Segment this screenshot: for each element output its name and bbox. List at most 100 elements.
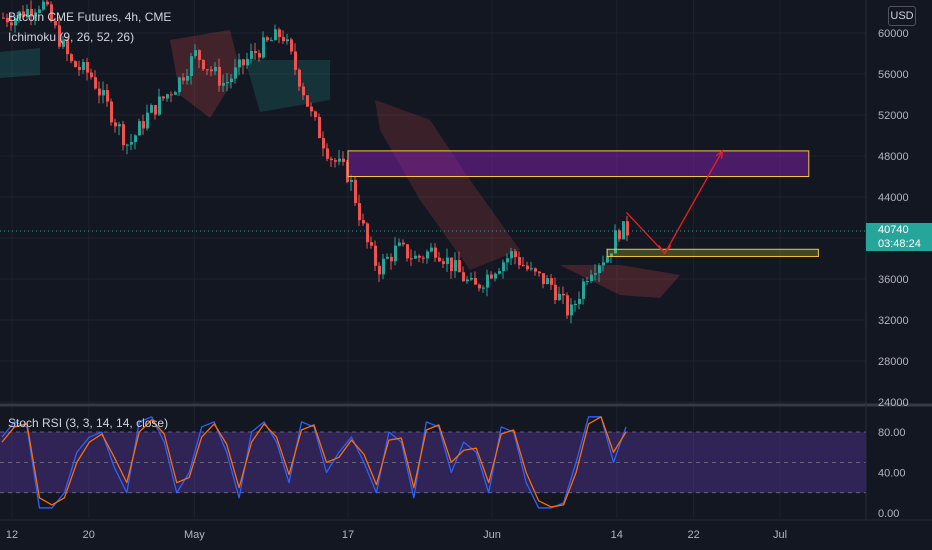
candle-body <box>142 121 145 129</box>
candle-body <box>542 273 545 285</box>
candle-body <box>394 245 397 262</box>
support-zone[interactable] <box>606 248 819 257</box>
candle-body <box>538 271 541 274</box>
candle-body <box>58 25 61 47</box>
candle-body <box>342 158 345 162</box>
candle-body <box>190 56 193 77</box>
price-tick-label: 52000 <box>878 110 909 122</box>
candle-body <box>306 95 309 107</box>
candle-body <box>498 271 501 274</box>
candle-body <box>458 260 461 273</box>
candle-body <box>410 258 413 260</box>
candle-body <box>546 278 549 285</box>
candle-body <box>606 256 609 263</box>
candle-body <box>398 242 401 246</box>
price-axis[interactable]: 2400028000320003600040000440004800052000… <box>865 0 909 520</box>
candle-body <box>250 51 253 59</box>
time-tick-label: 17 <box>342 529 354 541</box>
candle-body <box>202 59 205 70</box>
candle-body <box>170 94 173 96</box>
price-tick-label: 56000 <box>878 69 909 81</box>
candle-body <box>446 257 449 264</box>
candle-body <box>162 96 165 99</box>
candle-body <box>434 247 437 258</box>
currency-button[interactable]: USD <box>888 6 916 26</box>
price-tick-label: 36000 <box>878 274 909 286</box>
candle-body <box>366 223 369 243</box>
candle-body <box>18 11 21 19</box>
arrow-head <box>715 149 724 159</box>
candle-body <box>78 67 81 70</box>
candle-body <box>582 281 585 299</box>
candle-body <box>110 101 113 123</box>
candle-body <box>602 262 605 266</box>
candle-body <box>486 274 489 288</box>
candle-body <box>414 255 417 259</box>
candle-body <box>6 17 9 23</box>
stoch-rsi-legend[interactable]: Stoch RSI (3, 3, 14, 14, close) <box>8 416 169 430</box>
candle-body <box>406 244 409 259</box>
candle-body <box>246 58 249 66</box>
candle-body <box>438 257 441 262</box>
candle-body <box>466 279 469 282</box>
candle-body <box>126 144 129 146</box>
time-tick-label: May <box>184 529 205 541</box>
candle-body <box>274 29 277 41</box>
candle-body <box>554 284 557 301</box>
candle-body <box>622 221 625 240</box>
ichimoku-legend[interactable]: Ichimoku (9, 26, 52, 26) <box>8 30 135 44</box>
candle-body <box>150 105 153 113</box>
candle-body <box>30 9 33 17</box>
time-tick-label: 20 <box>83 529 95 541</box>
price-tick-label: 32000 <box>878 315 909 327</box>
candle-body <box>234 67 237 79</box>
candle-body <box>614 230 617 254</box>
candle-body <box>2 17 5 19</box>
candle-body <box>562 293 565 296</box>
candle-body <box>586 281 589 283</box>
candle-body <box>518 257 521 266</box>
candle-body <box>182 77 185 81</box>
candle-body <box>294 51 297 70</box>
candle-body <box>106 90 109 102</box>
time-axis[interactable]: 12 20 May 17 Jun 14 22 Jul <box>0 519 932 550</box>
candle-body <box>310 106 313 112</box>
candle-body <box>566 295 569 316</box>
candle-body <box>22 11 25 18</box>
candle-body <box>494 273 497 279</box>
candle-body <box>490 274 493 279</box>
candlestick-series <box>2 0 629 324</box>
stoch-d-line <box>1 416 627 508</box>
time-tick-label: 22 <box>687 529 699 541</box>
candle-body <box>478 284 481 289</box>
candle-body <box>242 59 245 66</box>
cloud-segment <box>375 100 520 270</box>
time-tick-label: Jul <box>773 529 787 541</box>
candle-body <box>550 278 553 285</box>
candle-body <box>206 69 209 71</box>
candle-body <box>522 265 525 267</box>
candle-body <box>470 277 473 280</box>
candle-body <box>146 112 149 129</box>
candle-body <box>594 273 597 275</box>
candle-body <box>46 1 49 5</box>
candle-body <box>354 179 357 204</box>
candle-body <box>254 51 257 54</box>
candle-body <box>278 29 281 38</box>
price-tick-label: 28000 <box>878 356 909 368</box>
candle-body <box>422 257 425 259</box>
candle-body <box>390 256 393 262</box>
candle-body <box>362 220 365 224</box>
candle-body <box>610 253 613 257</box>
cloud-segment <box>245 60 330 112</box>
price-tick-label: 44000 <box>878 192 909 204</box>
candle-body <box>218 66 221 86</box>
candle-body <box>510 251 513 259</box>
candle-body <box>382 258 385 275</box>
candle-body <box>262 37 265 58</box>
candle-body <box>426 251 429 259</box>
resistance-zone[interactable] <box>347 150 810 177</box>
candle-body <box>618 230 621 240</box>
cloud-segment <box>170 30 240 118</box>
